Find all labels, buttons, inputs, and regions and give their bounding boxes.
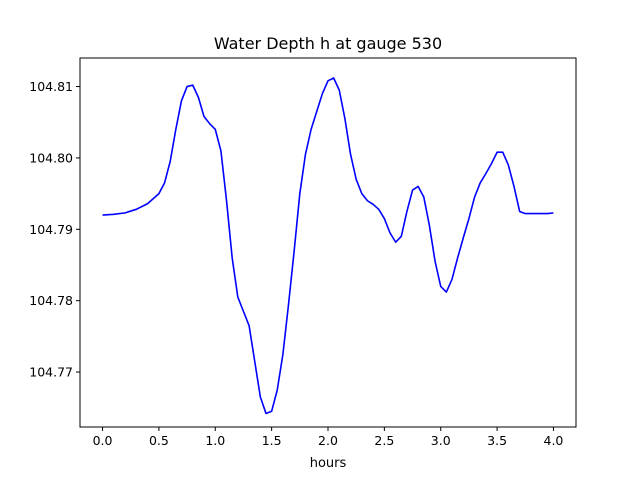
x-tick-label: 4.0 bbox=[544, 433, 564, 448]
x-tick-label: 2.0 bbox=[318, 433, 338, 448]
y-tick-label: 104.78 bbox=[29, 293, 73, 308]
x-tick-label: 1.5 bbox=[262, 433, 282, 448]
x-tick-label: 3.0 bbox=[431, 433, 451, 448]
x-tick-label: 0.5 bbox=[149, 433, 169, 448]
x-tick-label: 3.5 bbox=[487, 433, 507, 448]
x-axis-ticks: 0.0 0.5 1.0 1.5 2.0 2.5 3.0 3.5 4.0 bbox=[93, 427, 564, 448]
x-tick-label: 1.0 bbox=[205, 433, 225, 448]
y-tick-label: 104.77 bbox=[29, 365, 73, 380]
y-tick-label: 104.81 bbox=[29, 79, 73, 94]
y-tick-label: 104.80 bbox=[29, 150, 73, 165]
x-axis-label: hours bbox=[310, 456, 347, 471]
chart-title: Water Depth h at gauge 530 bbox=[214, 34, 442, 53]
plot-area bbox=[80, 58, 576, 427]
series-line-0 bbox=[102, 77, 554, 415]
x-tick-label: 2.5 bbox=[374, 433, 394, 448]
x-tick-label: 0.0 bbox=[93, 433, 113, 448]
y-axis-ticks: 104.77 104.78 104.79 104.80 104.81 bbox=[29, 79, 80, 380]
y-tick-label: 104.79 bbox=[29, 222, 73, 237]
series-layer bbox=[102, 77, 554, 415]
